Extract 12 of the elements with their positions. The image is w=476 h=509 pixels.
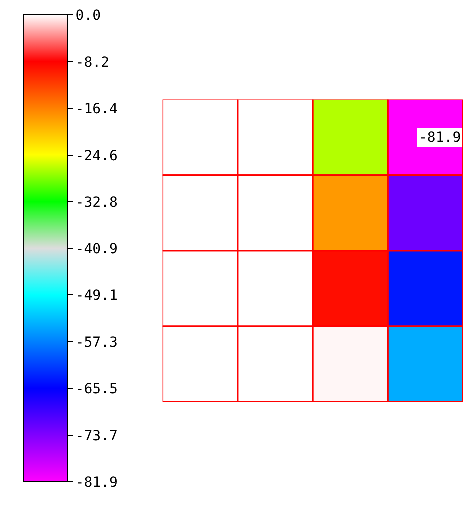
color-bar-label: -16.4 bbox=[76, 102, 118, 118]
color-bar-label: -24.6 bbox=[76, 148, 118, 164]
color-bar-label: -8.2 bbox=[76, 54, 110, 71]
color-bar-label: 0.0 bbox=[76, 8, 102, 24]
color-bar-label: -81.9 bbox=[76, 475, 118, 492]
color-bar-label: -57.3 bbox=[76, 334, 118, 351]
color-bar-label: -73.7 bbox=[76, 428, 118, 444]
color-bar-label: -65.5 bbox=[76, 382, 118, 398]
color-bar-label: -32.8 bbox=[76, 195, 118, 212]
color-bar-label: -40.9 bbox=[76, 241, 118, 258]
color-bar-label: -49.1 bbox=[76, 288, 118, 304]
data-label: -81.9 bbox=[419, 130, 462, 146]
